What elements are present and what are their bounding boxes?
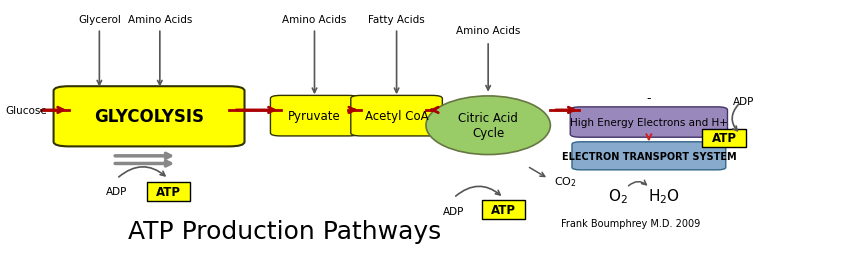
FancyBboxPatch shape xyxy=(54,87,245,147)
Text: ATP: ATP xyxy=(156,185,181,198)
FancyBboxPatch shape xyxy=(147,182,190,201)
Text: ADP: ADP xyxy=(733,97,754,107)
Text: ATP: ATP xyxy=(492,203,516,216)
Text: $\mathrm{O_2}$: $\mathrm{O_2}$ xyxy=(608,186,627,205)
Text: Glucose: Glucose xyxy=(5,105,47,116)
Text: ADP: ADP xyxy=(443,206,464,216)
Text: $\mathrm{CO_2}$: $\mathrm{CO_2}$ xyxy=(554,175,576,188)
Text: ADP: ADP xyxy=(106,187,127,197)
Text: Acetyl CoA: Acetyl CoA xyxy=(365,110,429,123)
Text: Frank Boumphrey M.D. 2009: Frank Boumphrey M.D. 2009 xyxy=(561,219,701,229)
Text: GLYCOLYSIS: GLYCOLYSIS xyxy=(94,108,204,126)
Text: $\mathrm{H_2O}$: $\mathrm{H_2O}$ xyxy=(647,186,680,205)
Text: Fatty Acids: Fatty Acids xyxy=(368,15,425,25)
Ellipse shape xyxy=(426,97,550,155)
Text: ATP Production Pathways: ATP Production Pathways xyxy=(129,219,442,243)
Text: High Energy Electrons and H+: High Energy Electrons and H+ xyxy=(570,118,727,128)
FancyBboxPatch shape xyxy=(572,142,726,170)
Text: -: - xyxy=(646,91,651,104)
FancyBboxPatch shape xyxy=(570,107,727,138)
Text: ELECTRON TRANSPORT SYSTEM: ELECTRON TRANSPORT SYSTEM xyxy=(562,151,736,161)
Text: Glycerol: Glycerol xyxy=(78,15,121,25)
FancyBboxPatch shape xyxy=(270,96,359,136)
Text: Amino Acids: Amino Acids xyxy=(283,15,346,25)
Text: Amino Acids: Amino Acids xyxy=(456,25,520,35)
Text: ATP: ATP xyxy=(712,132,736,145)
Text: Amino Acids: Amino Acids xyxy=(128,15,192,25)
FancyBboxPatch shape xyxy=(702,129,746,148)
Text: Citric Acid
Cycle: Citric Acid Cycle xyxy=(458,112,518,140)
Text: Pyruvate: Pyruvate xyxy=(288,110,341,123)
FancyBboxPatch shape xyxy=(351,96,442,136)
FancyBboxPatch shape xyxy=(482,200,525,219)
